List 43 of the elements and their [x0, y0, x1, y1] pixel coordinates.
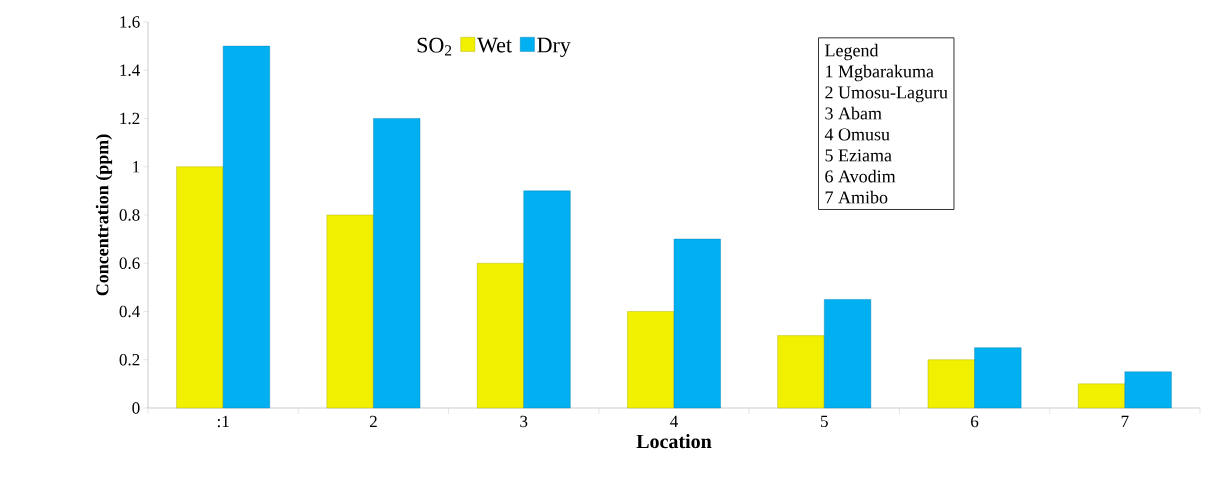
annotation: 7 Amibo	[825, 190, 888, 204]
y-tick-label: 0.6	[119, 257, 140, 270]
y-tick-label: 0.8	[119, 209, 140, 221]
y-axis-title: Concentration (ppm)	[95, 134, 113, 296]
bar	[476, 263, 524, 409]
x-tick-label: :1	[217, 415, 229, 428]
bar	[1124, 371, 1172, 409]
bar	[627, 311, 675, 409]
x-tick-label: 6	[971, 415, 979, 428]
annotation: 2 Umosu-Laguru	[825, 86, 948, 103]
annotation: 3 Abam	[825, 106, 882, 120]
x-tick-label: 4	[670, 415, 678, 427]
bar	[777, 335, 825, 409]
bar	[673, 238, 721, 409]
bar	[927, 359, 975, 409]
bar	[523, 190, 571, 409]
x-tick-label: 2	[369, 415, 377, 428]
annotation: 1 Mgbarakuma	[826, 64, 934, 82]
y-tick-label: 0.2	[119, 353, 140, 366]
annotation: 4 Omusu	[824, 128, 890, 141]
y-tick-label: 1.6	[120, 16, 140, 28]
bar	[824, 299, 872, 409]
bar	[222, 45, 270, 409]
y-tick-label: 1.2	[120, 112, 140, 125]
x-axis-title: Location	[636, 434, 712, 449]
bar	[373, 118, 421, 409]
bar	[974, 347, 1022, 409]
bar	[1078, 383, 1126, 409]
legend-title: SO$_{2}$	[417, 37, 452, 56]
x-tick-label: 3	[520, 415, 528, 428]
x-tick-label: 5	[821, 415, 828, 428]
legend-label: Wet	[477, 37, 512, 53]
annotation: 6 Avodim	[825, 169, 896, 183]
y-tick-label: 0	[132, 402, 140, 414]
legend-label: Dry	[537, 37, 571, 58]
annotation: Legend	[825, 43, 879, 61]
x-tick-label: 7	[1121, 415, 1129, 427]
bar	[176, 166, 224, 409]
bar	[326, 214, 374, 409]
y-tick-label: 0.4	[119, 305, 140, 318]
y-tick-label: 1	[133, 161, 140, 173]
annotation: 5 Eziama	[825, 149, 892, 162]
y-tick-label: 1.4	[120, 64, 140, 76]
